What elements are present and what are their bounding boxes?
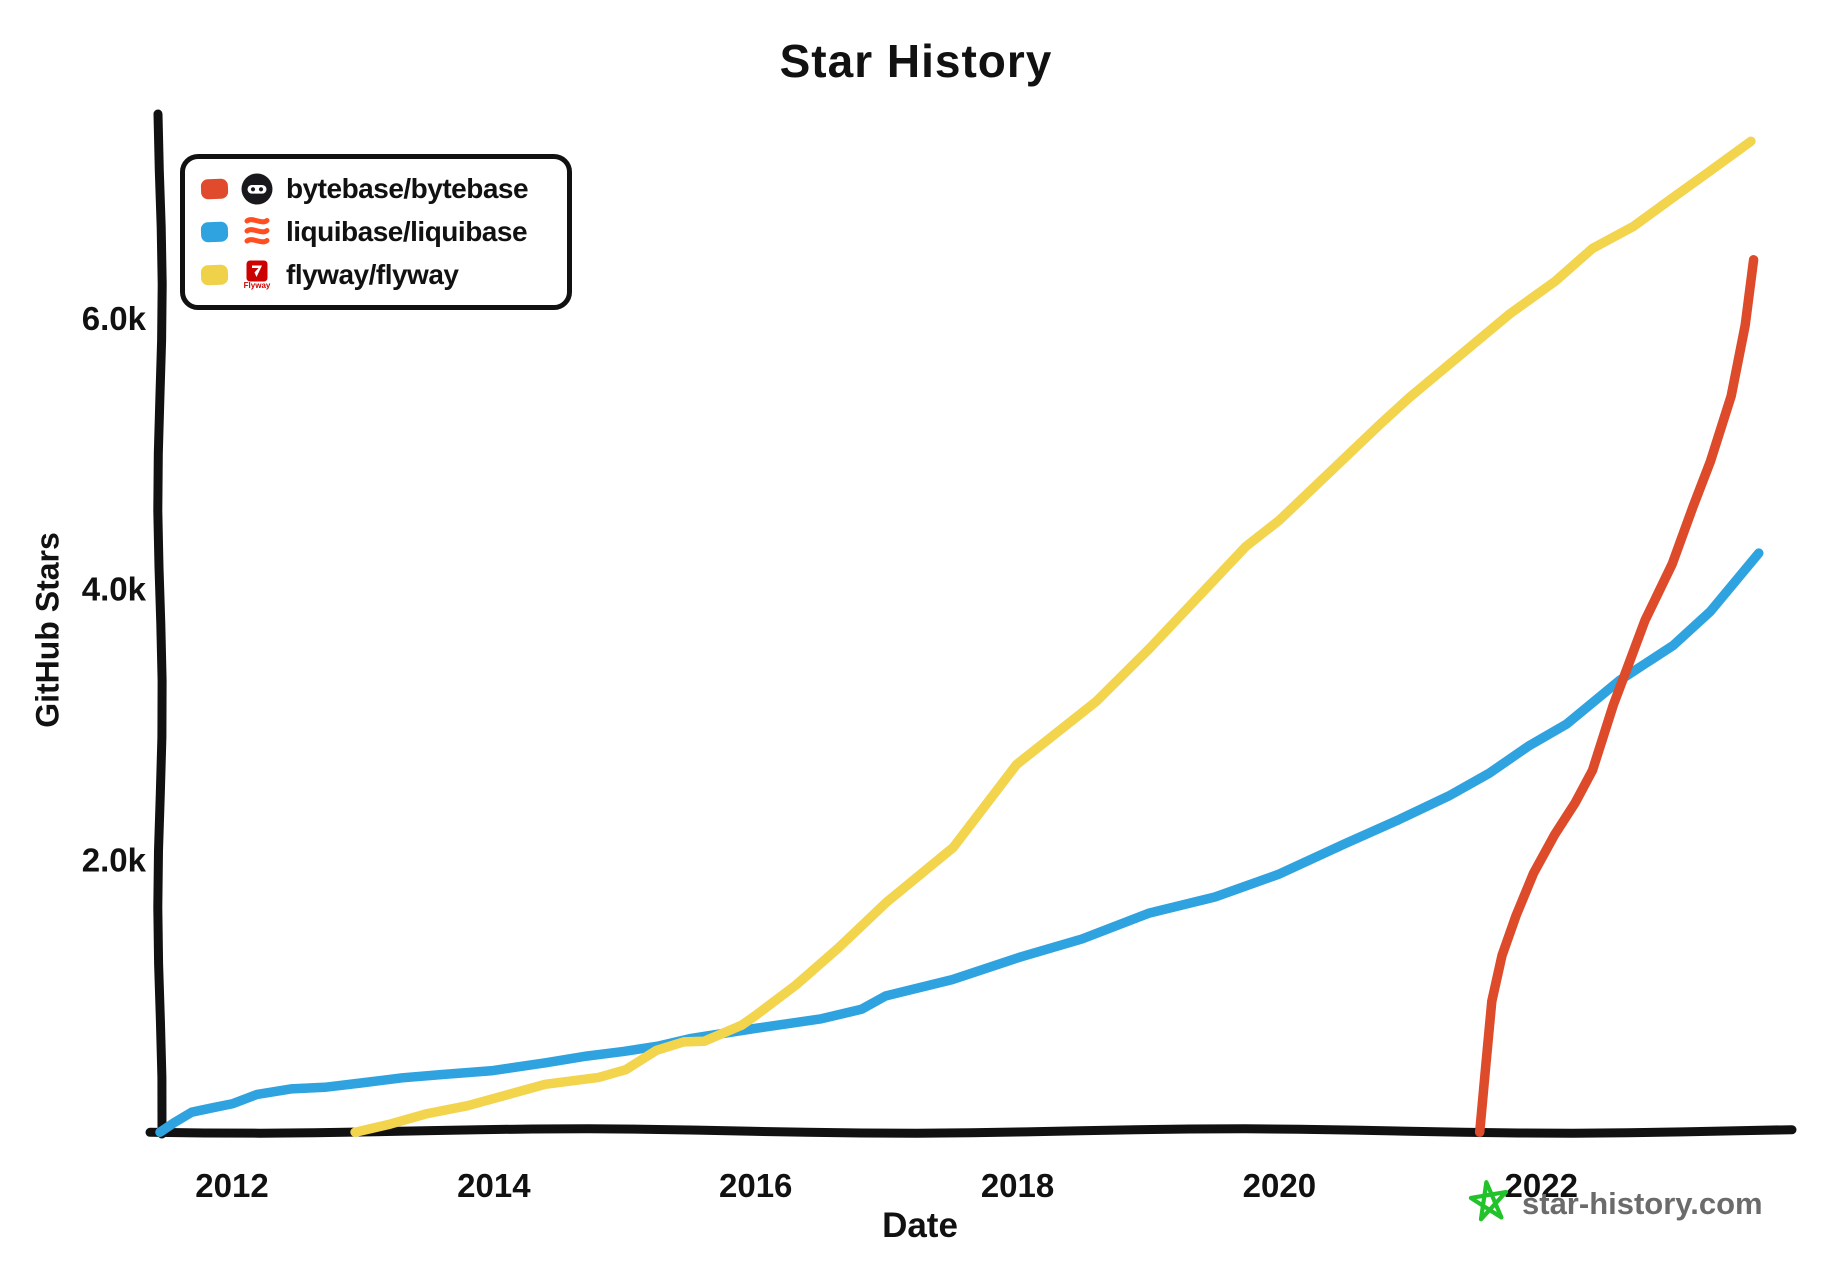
x-tick-label: 2016	[719, 1167, 792, 1204]
x-tick-label: 2018	[981, 1167, 1054, 1204]
x-axis	[145, 1124, 1797, 1138]
flyway-wordmark: Flyway	[243, 281, 271, 290]
y-axis	[153, 109, 167, 1139]
y-tick-label: 2.0k	[82, 841, 147, 878]
bytebase-color-swatch	[200, 178, 229, 200]
liquibase-color-swatch	[200, 221, 229, 243]
legend-label: liquibase/liquibase	[286, 216, 528, 247]
series-line-liquibase	[155, 548, 1764, 1137]
watermark: star-history.com	[1466, 1178, 1763, 1229]
flyway-logo-icon: Flyway	[239, 256, 275, 294]
x-tick-label: 2020	[1243, 1167, 1316, 1204]
bytebase-avatar-icon	[239, 170, 275, 208]
legend-item-flyway: Flyway flyway/flyway	[200, 256, 551, 294]
flyway-color-swatch	[200, 264, 229, 286]
legend-label: bytebase/bytebase	[286, 173, 529, 204]
y-tick-label: 4.0k	[82, 571, 147, 608]
watermark-link[interactable]: star-history.com	[1522, 1185, 1763, 1221]
x-tick-label: 2014	[457, 1167, 531, 1204]
legend: bytebase/bytebase liquibase/liquibase	[180, 154, 572, 310]
x-axis-title: Date	[882, 1206, 958, 1245]
series-line-bytebase	[1474, 255, 1759, 1137]
liquibase-logo-icon	[239, 213, 275, 251]
star-history-logo-icon	[1466, 1178, 1512, 1229]
legend-item-bytebase: bytebase/bytebase	[200, 170, 551, 208]
x-tick-label: 2012	[195, 1167, 268, 1204]
page-title: Star History	[779, 35, 1053, 87]
series-line-flyway	[350, 136, 1756, 1137]
legend-item-liquibase: liquibase/liquibase	[200, 213, 551, 251]
legend-label: flyway/flyway	[286, 259, 459, 290]
x-tick-label: 2022	[1505, 1167, 1578, 1204]
y-tick-label: 6.0k	[82, 300, 147, 337]
